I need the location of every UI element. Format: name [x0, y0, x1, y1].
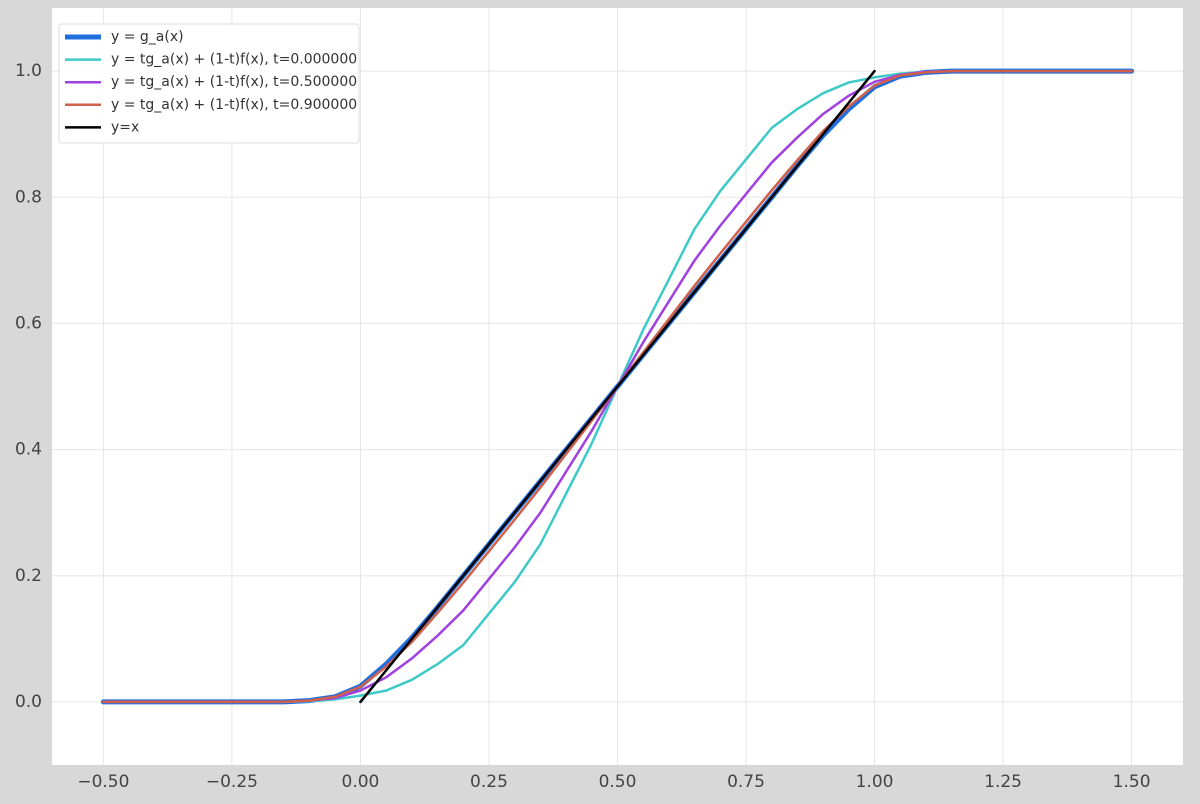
y-tick-label: 0.0: [15, 692, 42, 712]
legend-label: y = tg_a(x) + (1-t)f(x), t=0.500000: [111, 74, 357, 90]
y-tick-label: 1.0: [15, 61, 42, 81]
x-tick-label: −0.50: [77, 772, 129, 792]
y-tick-label: 0.2: [15, 566, 42, 586]
x-tick-label: 0.00: [342, 772, 380, 792]
legend-label: y = tg_a(x) + (1-t)f(x), t=0.000000: [111, 52, 357, 68]
legend-label: y=x: [111, 119, 139, 135]
legend: y = g_a(x)y = tg_a(x) + (1-t)f(x), t=0.0…: [58, 23, 360, 144]
series-line: [359, 69, 876, 704]
x-tick-label: 0.75: [727, 772, 765, 792]
legend-label: y = tg_a(x) + (1-t)f(x), t=0.900000: [111, 97, 357, 113]
x-tick-label: 1.25: [984, 772, 1022, 792]
x-tick-label: 0.50: [599, 772, 637, 792]
x-tick-label: 0.25: [470, 772, 508, 792]
x-tick-label: 1.00: [856, 772, 894, 792]
legend-box: [58, 23, 360, 144]
y-tick-label: 0.8: [15, 187, 42, 207]
x-tick-label: −0.25: [206, 772, 258, 792]
y-tick-label: 0.4: [15, 440, 42, 460]
y-tick-label: 0.6: [15, 313, 42, 333]
x-tick-label: 1.50: [1113, 772, 1151, 792]
legend-label: y = g_a(x): [111, 29, 184, 45]
